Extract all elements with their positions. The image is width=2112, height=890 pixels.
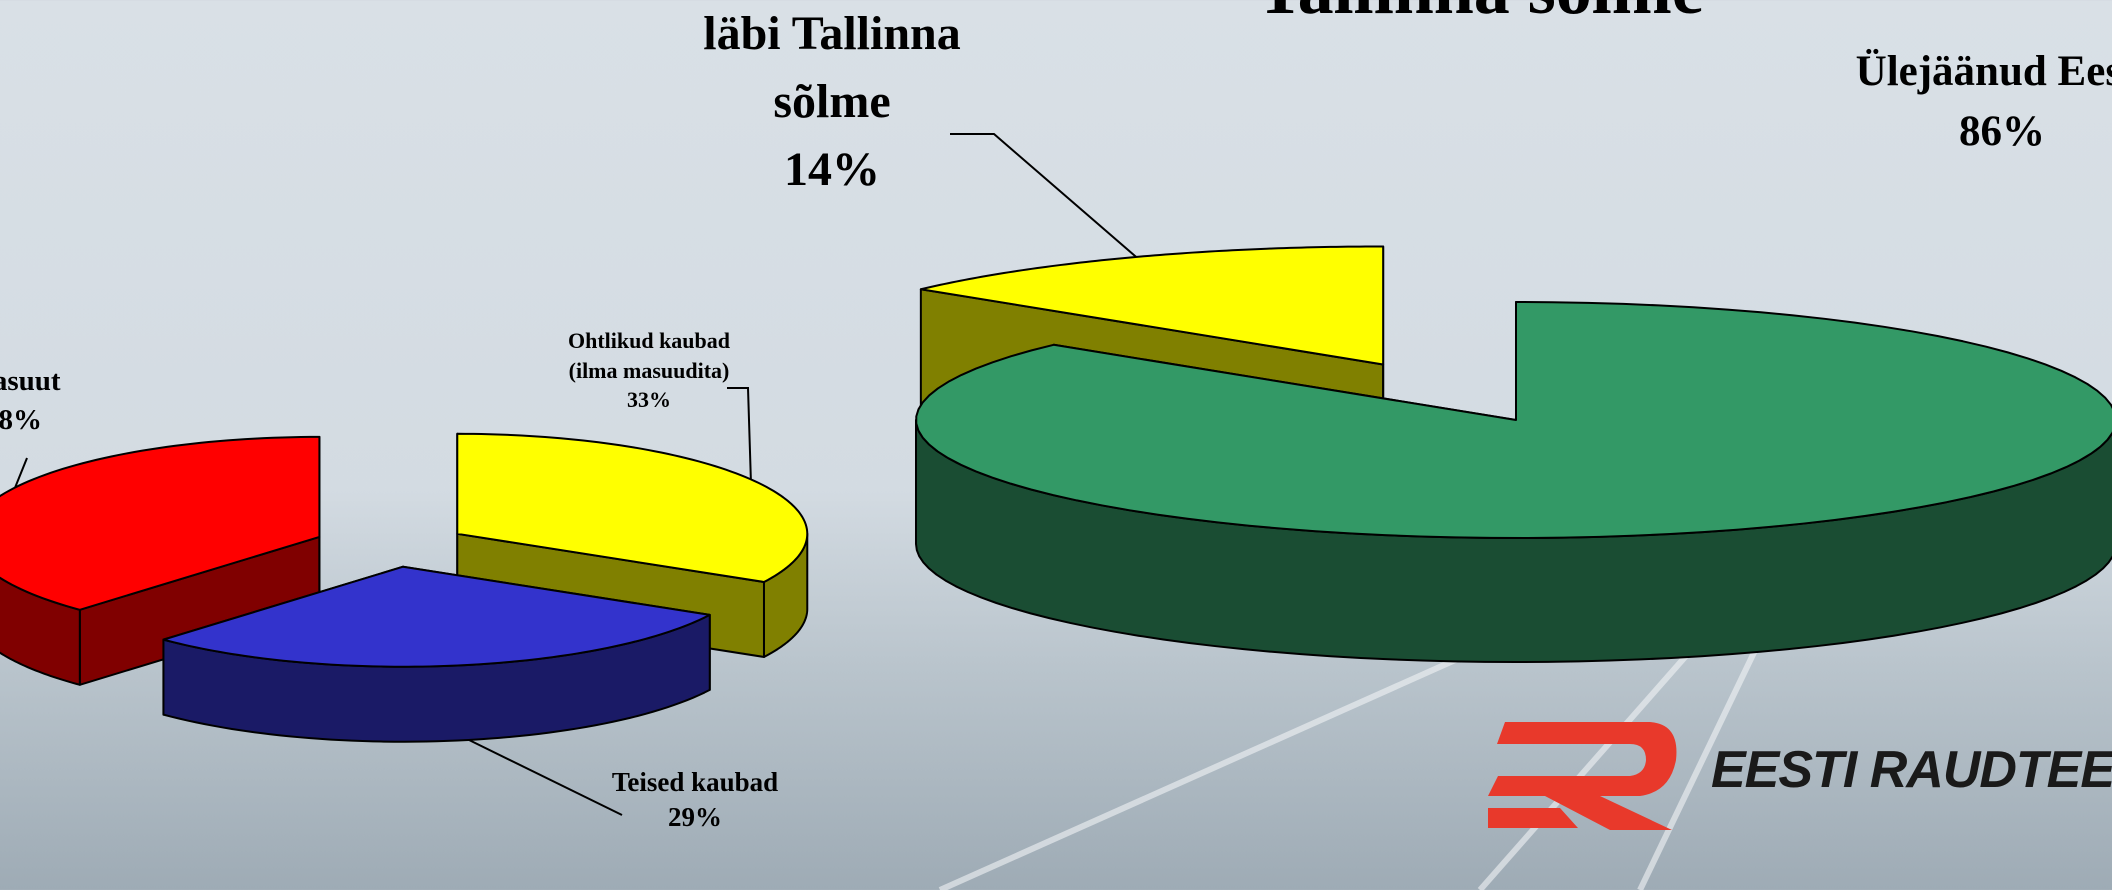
- value-label: 29%: [595, 800, 795, 835]
- rail: [940, 640, 1500, 890]
- value-label: 14%: [682, 136, 982, 204]
- value-label: 38%: [0, 401, 123, 440]
- category-label: Teised kaubad: [595, 765, 795, 800]
- category-label: läbi Tallinna sõlme: [682, 0, 982, 136]
- data-label: Ohtlikud kaubad (ilma masuudita)33%: [549, 326, 749, 415]
- data-label: Masuut38%: [0, 362, 123, 440]
- logo-mark: [1488, 808, 1578, 828]
- data-label: Ülejäänud Eesti86%: [1842, 42, 2112, 162]
- logo-symbol: [1488, 722, 1676, 830]
- value-label: 86%: [1842, 102, 2112, 162]
- category-label: Ülejäänud Eesti: [1842, 42, 2112, 102]
- value-label: 33%: [549, 385, 749, 415]
- category-label: Masuut: [0, 362, 123, 401]
- slide-title: Tallinna sõlme: [1080, 0, 1880, 31]
- category-label: Ohtlikud kaubad (ilma masuudita): [549, 326, 749, 385]
- slide: Tallinna sõlme EESTI RAUDTEE (() => { co…: [0, 0, 2112, 890]
- logo-text: EESTI RAUDTEE: [1711, 740, 2112, 800]
- background-rails: [940, 640, 1760, 890]
